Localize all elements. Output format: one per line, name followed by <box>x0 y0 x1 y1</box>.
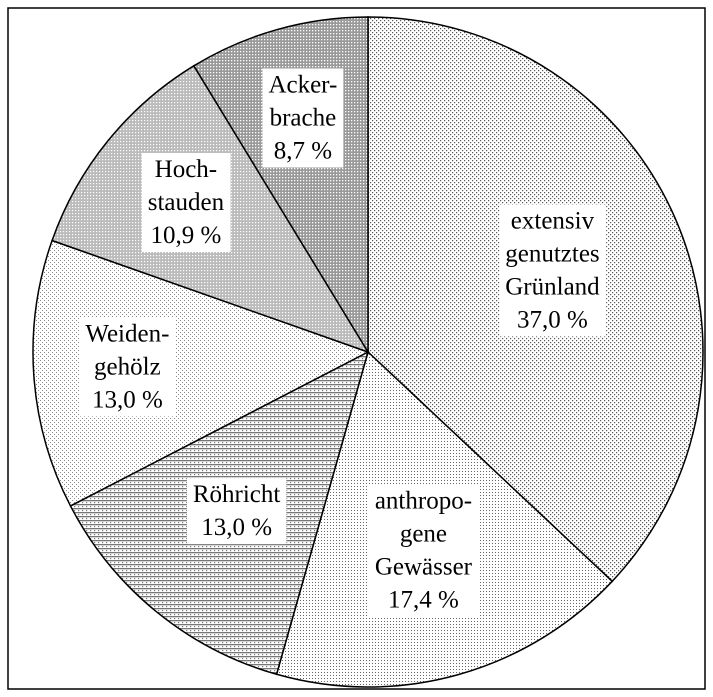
value-label: 13,0 % <box>201 514 272 541</box>
slice-label: Weiden-gehölz 13,0 % <box>79 317 176 417</box>
value-label: 37,0 % <box>517 306 588 333</box>
category-label: Acker- <box>268 71 337 98</box>
slice-label: Hoch-stauden 10,9 % <box>141 152 231 252</box>
category-label: gehölz <box>94 353 161 380</box>
slice-label: extensiv genutztes Grünland 37,0 % <box>499 204 607 337</box>
category-label: gene <box>400 520 447 547</box>
category-label: genutztes <box>505 240 599 267</box>
value-label: 8,7 % <box>274 137 332 164</box>
category-label: stauden <box>148 189 225 216</box>
pie-slice <box>32 239 370 507</box>
category-label: extensiv <box>511 207 595 234</box>
label-background <box>368 484 479 617</box>
category-label: Weiden- <box>85 320 169 347</box>
value-label: 17,4 % <box>388 586 459 613</box>
value-label: 10,9 % <box>150 222 221 249</box>
value-label: 13,0 % <box>92 386 163 413</box>
frame <box>7 7 706 690</box>
category-label: Grünland <box>505 273 600 300</box>
category-label: anthropo- <box>375 487 472 514</box>
label-background <box>262 68 344 168</box>
label-background <box>141 152 231 252</box>
label-background <box>186 478 287 545</box>
category-label: Hoch- <box>155 156 217 183</box>
category-label: Röhricht <box>193 481 281 508</box>
label-background <box>499 204 607 337</box>
category-label: brache <box>270 104 337 131</box>
slice-label: Acker-brache 8,7 % <box>262 68 344 168</box>
slice-label: Röhricht 13,0 % <box>186 478 287 545</box>
category-label: Gewässer <box>375 553 473 580</box>
label-background <box>79 317 176 417</box>
slice-label: anthropo-gene Gewässer 17,4 % <box>368 484 479 617</box>
